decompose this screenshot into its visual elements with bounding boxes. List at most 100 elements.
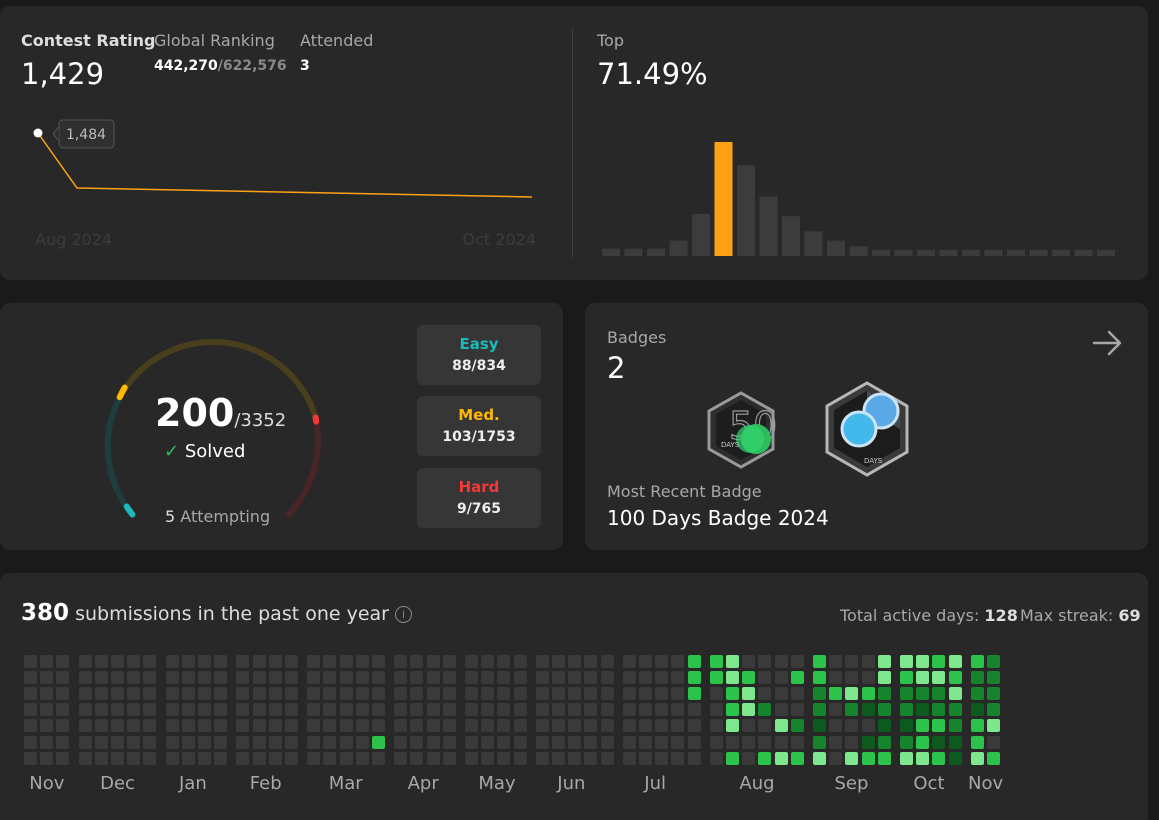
heatmap-cell[interactable] (56, 751, 70, 765)
heatmap-cell[interactable] (639, 751, 652, 765)
heatmap-cell[interactable] (78, 735, 92, 749)
heatmap-cell[interactable] (78, 671, 92, 685)
heatmap-cell[interactable] (394, 719, 408, 733)
50-days-badge-icon[interactable]: 50 DAYS (703, 389, 779, 473)
heatmap-cell[interactable] (236, 671, 250, 685)
heatmap-cell[interactable] (268, 719, 282, 733)
heatmap-cell[interactable] (535, 751, 549, 765)
heatmap-cell[interactable] (56, 703, 70, 717)
heatmap-cell[interactable] (252, 719, 266, 733)
heatmap-cell[interactable] (285, 735, 298, 749)
heatmap-cell[interactable] (481, 671, 495, 685)
heatmap-cell[interactable] (78, 655, 92, 668)
heatmap-cell[interactable] (845, 703, 859, 717)
heatmap-cell[interactable] (709, 751, 723, 765)
heatmap-cell[interactable] (813, 703, 826, 717)
heatmap-cell[interactable] (426, 735, 440, 749)
heatmap-cell[interactable] (584, 751, 598, 765)
heatmap-cell[interactable] (639, 719, 652, 733)
difficulty-medium[interactable]: Med. 103/1753 (417, 396, 541, 456)
heatmap-cell[interactable] (987, 703, 1000, 717)
heatmap-cell[interactable] (127, 655, 141, 668)
heatmap-cell[interactable] (394, 735, 408, 749)
heatmap-cell[interactable] (355, 687, 369, 701)
heatmap-cell[interactable] (687, 703, 701, 717)
heatmap-cell[interactable] (214, 687, 228, 701)
heatmap-cell[interactable] (877, 687, 891, 701)
heatmap-cell[interactable] (268, 671, 282, 685)
heatmap-cell[interactable] (497, 687, 511, 701)
heatmap-cell[interactable] (497, 655, 511, 668)
heatmap-cell[interactable] (774, 687, 788, 701)
heatmap-cell[interactable] (861, 671, 875, 685)
heatmap-cell[interactable] (285, 751, 298, 765)
heatmap-cell[interactable] (916, 751, 930, 765)
heatmap-cell[interactable] (861, 655, 875, 668)
heatmap-cell[interactable] (513, 735, 527, 749)
heatmap-cell[interactable] (584, 735, 598, 749)
heatmap-cell[interactable] (181, 751, 195, 765)
heatmap-cell[interactable] (465, 671, 478, 685)
heatmap-cell[interactable] (948, 735, 962, 749)
heatmap-cell[interactable] (948, 751, 962, 765)
heatmap-cell[interactable] (948, 655, 962, 668)
heatmap-cell[interactable] (143, 751, 157, 765)
heatmap-cell[interactable] (655, 751, 669, 765)
heatmap-cell[interactable] (339, 735, 353, 749)
heatmap-cell[interactable] (687, 655, 701, 668)
heatmap-cell[interactable] (268, 687, 282, 701)
heatmap-cell[interactable] (758, 735, 772, 749)
rating-distribution-histogram[interactable] (598, 121, 1123, 256)
heatmap-cell[interactable] (24, 671, 37, 685)
heatmap-cell[interactable] (671, 735, 685, 749)
heatmap-cell[interactable] (535, 671, 549, 685)
heatmap-cell[interactable] (339, 687, 353, 701)
heatmap-cell[interactable] (56, 671, 70, 685)
heatmap-cell[interactable] (861, 719, 875, 733)
heatmap-cell[interactable] (987, 751, 1000, 765)
heatmap-cell[interactable] (742, 703, 756, 717)
heatmap-cell[interactable] (442, 687, 456, 701)
heatmap-cell[interactable] (339, 655, 353, 668)
heatmap-cell[interactable] (40, 655, 54, 668)
heatmap-cell[interactable] (671, 655, 685, 668)
heatmap-cell[interactable] (552, 655, 565, 668)
heatmap-cell[interactable] (900, 719, 913, 733)
heatmap-cell[interactable] (916, 719, 930, 733)
heatmap-cell[interactable] (726, 687, 739, 701)
heatmap-cell[interactable] (410, 703, 424, 717)
heatmap-cell[interactable] (845, 719, 859, 733)
heatmap-cell[interactable] (774, 703, 788, 717)
heatmap-cell[interactable] (285, 687, 298, 701)
heatmap-cell[interactable] (829, 703, 843, 717)
heatmap-cell[interactable] (285, 655, 298, 668)
heatmap-cell[interactable] (655, 687, 669, 701)
heatmap-cell[interactable] (497, 671, 511, 685)
heatmap-cell[interactable] (56, 719, 70, 733)
heatmap-cell[interactable] (568, 703, 582, 717)
heatmap-cell[interactable] (552, 719, 565, 733)
heatmap-cell[interactable] (900, 655, 913, 668)
heatmap-cell[interactable] (442, 671, 456, 685)
heatmap-cell[interactable] (622, 671, 636, 685)
heatmap-cell[interactable] (709, 703, 723, 717)
heatmap-cell[interactable] (861, 703, 875, 717)
heatmap-cell[interactable] (323, 655, 337, 668)
heatmap-cell[interactable] (622, 751, 636, 765)
heatmap-cell[interactable] (932, 703, 946, 717)
heatmap-cell[interactable] (465, 751, 478, 765)
heatmap-cell[interactable] (790, 751, 804, 765)
heatmap-cell[interactable] (323, 751, 337, 765)
heatmap-cell[interactable] (372, 719, 385, 733)
heatmap-cell[interactable] (252, 703, 266, 717)
heatmap-cell[interactable] (56, 655, 70, 668)
heatmap-cell[interactable] (584, 671, 598, 685)
heatmap-cell[interactable] (111, 687, 124, 701)
heatmap-cell[interactable] (970, 703, 984, 717)
heatmap-cell[interactable] (970, 655, 984, 668)
heatmap-cell[interactable] (622, 655, 636, 668)
heatmap-cell[interactable] (307, 655, 321, 668)
heatmap-cell[interactable] (774, 671, 788, 685)
heatmap-cell[interactable] (355, 703, 369, 717)
heatmap-cell[interactable] (932, 719, 946, 733)
